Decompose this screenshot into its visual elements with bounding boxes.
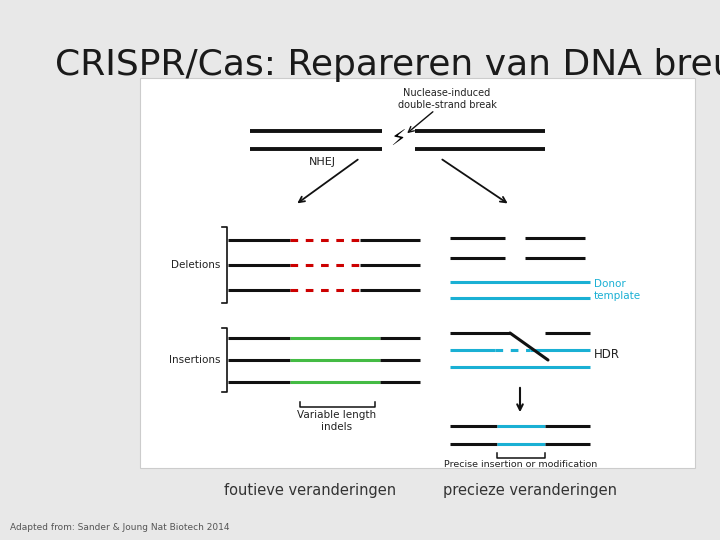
Text: Donor
template: Donor template bbox=[594, 279, 641, 301]
Text: Precise insertion or modification: Precise insertion or modification bbox=[444, 460, 598, 469]
Text: foutieve veranderingen: foutieve veranderingen bbox=[224, 483, 396, 497]
Text: Nuclease-induced
double-strand break: Nuclease-induced double-strand break bbox=[397, 89, 496, 110]
Text: ⚡: ⚡ bbox=[390, 130, 406, 150]
Text: CRISPR/Cas: Repareren van DNA breuken: CRISPR/Cas: Repareren van DNA breuken bbox=[55, 48, 720, 82]
Text: Insertions: Insertions bbox=[168, 355, 220, 365]
Text: Variable length
indels: Variable length indels bbox=[297, 410, 377, 431]
FancyBboxPatch shape bbox=[140, 78, 695, 468]
Text: Adapted from: Sander & Joung Nat Biotech 2014: Adapted from: Sander & Joung Nat Biotech… bbox=[10, 523, 230, 532]
Text: NHEJ: NHEJ bbox=[308, 157, 336, 167]
Text: Deletions: Deletions bbox=[171, 260, 220, 270]
Text: precieze veranderingen: precieze veranderingen bbox=[443, 483, 617, 497]
Text: HDR: HDR bbox=[594, 348, 620, 361]
